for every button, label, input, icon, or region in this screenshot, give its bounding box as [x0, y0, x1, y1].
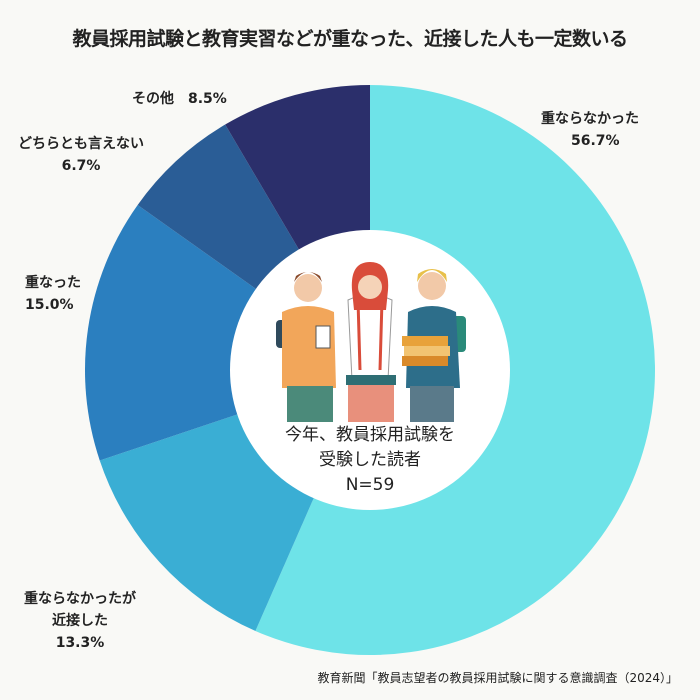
slice-label-not-overlapped: 重ならなかった 56.7%	[541, 111, 639, 149]
student-left-figure	[276, 272, 336, 422]
slice-overlapped	[85, 204, 371, 461]
students-illustration	[276, 262, 466, 422]
slice-label-overlapped: 重なった 15.0%	[25, 275, 81, 313]
center-line-3: N=59	[345, 475, 395, 495]
slice-label-neither: どちらとも言えない 6.7%	[18, 136, 144, 174]
student-middle-figure	[346, 262, 396, 422]
slice-label-other: その他 8.5%	[132, 91, 227, 107]
chart-title: 教員採用試験と教育実習などが重なった、近接した人も一定数いる	[72, 28, 628, 50]
center-caption: 今年、教員採用試験を 受験した読者 N=59	[230, 423, 510, 498]
student-right-figure	[402, 269, 466, 422]
center-line-1: 今年、教員採用試験を	[285, 425, 455, 445]
slice-label-near: 重ならなかったが 近接した 13.3%	[24, 591, 136, 651]
center-line-2: 受験した読者	[319, 450, 421, 470]
source-note: 教育新聞「教員志望者の教員採用試験に関する意識調査（2024）」	[317, 671, 678, 685]
